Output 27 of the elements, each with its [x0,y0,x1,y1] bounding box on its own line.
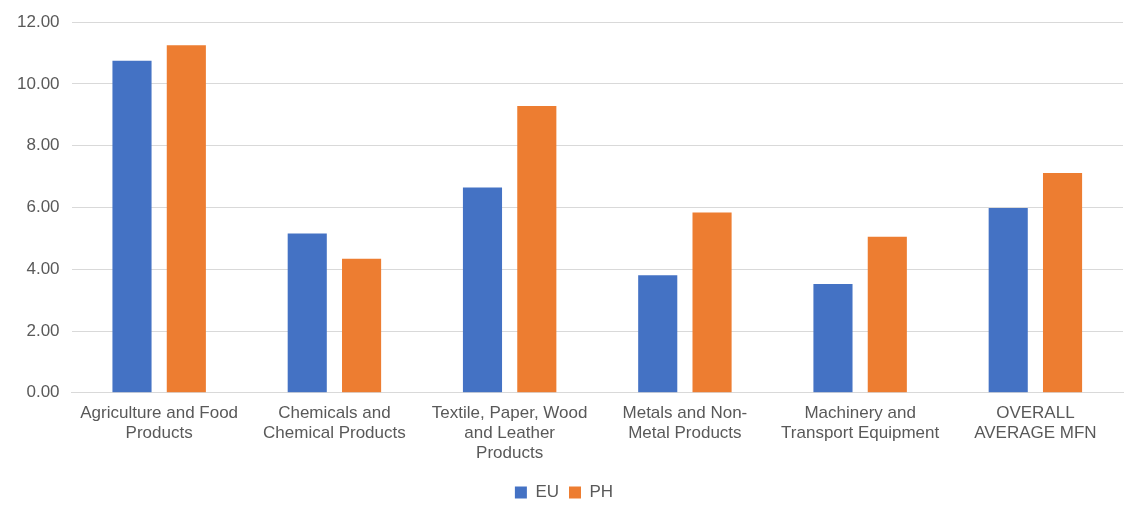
x-tick-label: Agriculture and Food Products [80,402,239,443]
x-tick-label: OVERALL AVERAGE MFN [974,402,1097,443]
bar [813,284,853,393]
bar [638,275,678,393]
legend-label: EU [535,482,560,502]
bar [166,45,206,393]
bar [1042,172,1083,393]
x-tick-label: Metals and Non-Metal Products [622,402,748,443]
bar [342,258,382,393]
y-tick-label: 10.00 [16,73,60,93]
x-tick-label: Machinery and Transport Equipment [781,402,940,443]
y-tick-label: 4.00 [26,258,60,278]
legend-label: PH [589,482,614,502]
bar [517,105,557,393]
y-tick-label: 12.00 [16,11,60,31]
y-tick-label: 8.00 [26,135,60,155]
bar [867,236,907,393]
bar [287,233,327,393]
x-tick-label: Chemicals and Chemical Products [263,402,406,443]
y-tick-label: 0.00 [26,382,60,402]
bar [112,60,152,393]
bar [692,212,732,393]
bar [462,187,503,393]
bar [988,208,1028,393]
y-tick-label: 2.00 [26,320,60,340]
y-tick-label: 6.00 [26,197,60,217]
x-tick-label: Textile, Paper, Wood and Leather Products [431,402,588,463]
